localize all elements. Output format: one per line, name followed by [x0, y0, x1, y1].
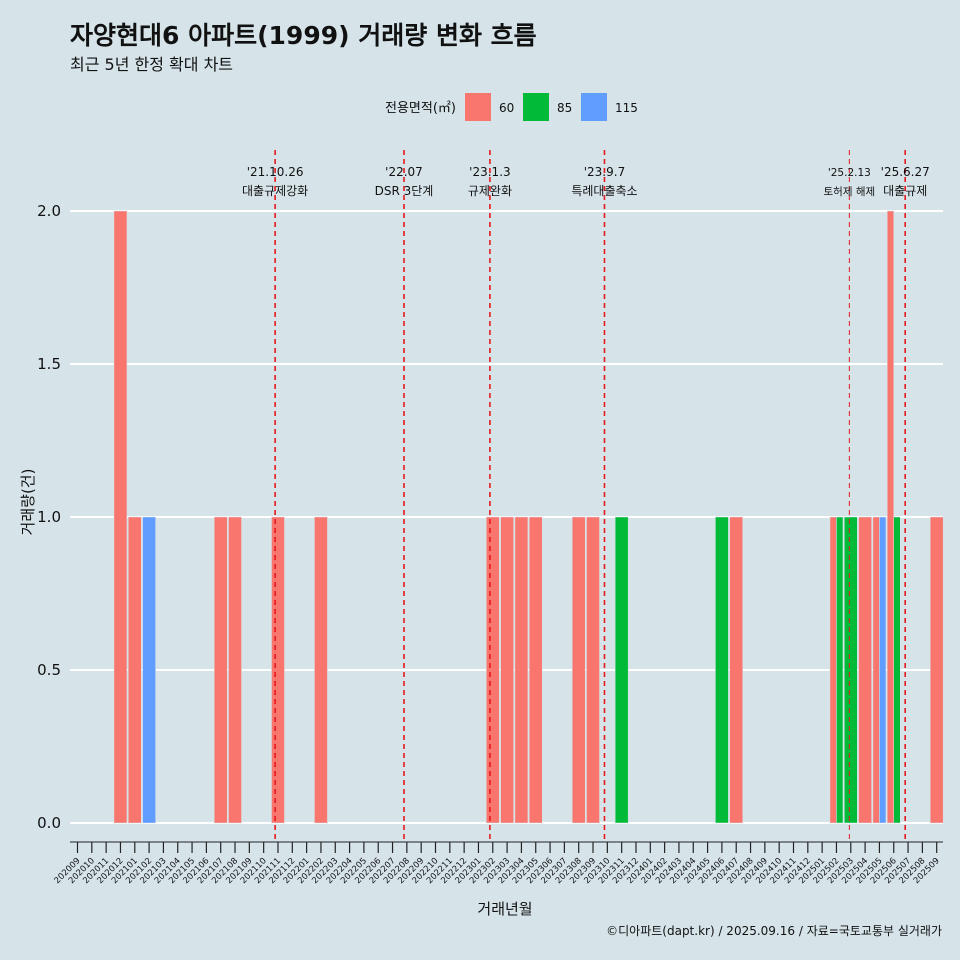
bar-202407-60 — [729, 516, 743, 824]
chart-subtitle: 최근 5년 한정 확대 차트 — [70, 55, 233, 74]
legend-label-115: 115 — [615, 101, 638, 115]
bar-202303-60 — [500, 516, 514, 824]
y-tick-label: 0.0 — [37, 814, 61, 832]
bar-202506-60 — [886, 210, 894, 824]
bar-202502-60 — [829, 516, 837, 824]
annotation-date: '21.10.26 — [247, 165, 304, 179]
bar-202304-60 — [514, 516, 529, 824]
annotations: '21.10.26 대출규제강화 '22.07 DSR 3단계 '23.1.3 규제완화 '… — [242, 150, 930, 842]
y-axis-label: 거래량(건) — [19, 469, 37, 536]
y-axis-ticks: 0.0 0.5 1.0 1.5 2.0 — [37, 202, 61, 832]
bar-202111-60 — [271, 516, 285, 824]
annotation-text: 대출규제 — [883, 184, 927, 198]
y-tick-label: 1.5 — [37, 355, 61, 373]
bar-202012-60 — [113, 210, 128, 824]
bar-202502-85 — [836, 516, 844, 824]
annotation-text: 토허제 해제 — [824, 185, 876, 198]
annotation-text: 규제완화 — [468, 184, 512, 198]
bar-202309-60 — [586, 516, 600, 824]
bar-202202-60 — [314, 516, 328, 824]
bar-202107-60 — [213, 516, 228, 824]
bar-202505-115 — [879, 516, 887, 824]
legend-title: 전용면적(㎡) — [385, 101, 456, 116]
bars — [113, 210, 944, 824]
bar-202406-85 — [715, 516, 729, 824]
bar-202302-60 — [486, 516, 500, 824]
bar-202503-85 — [844, 516, 858, 824]
y-tick-label: 2.0 — [37, 202, 61, 220]
footer-credit: ©디아파트(dapt.kr) / 2025.09.16 / 자료=국토교통부 실… — [606, 924, 942, 938]
annotation-text: DSR 3단계 — [375, 184, 434, 198]
annotation-date: '23.1.3 — [469, 165, 510, 179]
annotation-date: '25.6.27 — [881, 165, 930, 179]
legend-swatch-85 — [523, 93, 549, 121]
legend: 전용면적(㎡) 60 85 115 — [385, 93, 638, 121]
x-axis-label: 거래년월 — [477, 900, 532, 918]
bar-202102-115 — [142, 516, 156, 824]
bar-202509-60 — [929, 516, 944, 824]
annotation-text: 특례대출축소 — [571, 184, 637, 198]
bar-202504-60 — [858, 516, 872, 824]
bar-202505-60 — [872, 516, 880, 824]
legend-label-85: 85 — [557, 101, 572, 115]
bar-202108-60 — [228, 516, 242, 824]
chart-title: 자양현대6 아파트(1999) 거래량 변화 흐름 — [70, 21, 537, 50]
legend-label-60: 60 — [499, 101, 514, 115]
x-axis-ticks: 2020092020102020112020122021012021022021… — [53, 842, 942, 886]
bar-202101-60 — [128, 516, 142, 824]
bar-202506-85 — [893, 516, 901, 824]
bar-202311-85 — [614, 516, 629, 824]
bar-202308-60 — [571, 516, 586, 824]
annotation-date: '22.07 — [385, 165, 423, 179]
annotation-date: '25.2.13 — [828, 167, 871, 179]
legend-swatch-115 — [581, 93, 607, 121]
bar-202305-60 — [528, 516, 543, 824]
annotation-date: '23.9.7 — [584, 165, 625, 179]
annotation-text: 대출규제강화 — [242, 184, 308, 198]
y-tick-label: 1.0 — [37, 508, 61, 526]
y-tick-label: 0.5 — [37, 661, 61, 679]
legend-swatch-60 — [465, 93, 491, 121]
